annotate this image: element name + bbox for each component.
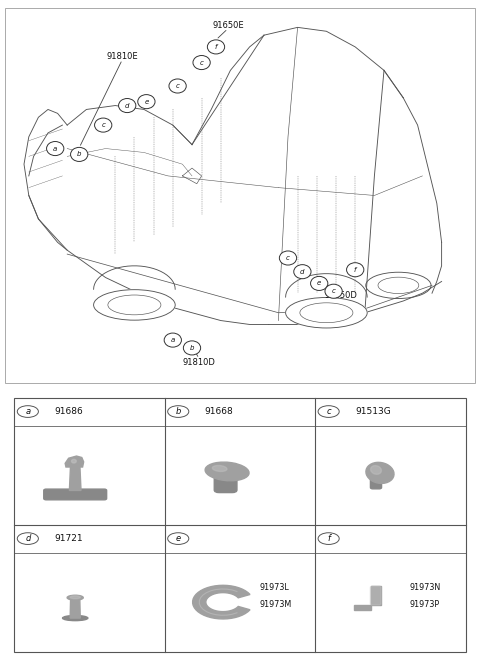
Text: c: c	[200, 60, 204, 66]
Polygon shape	[70, 467, 81, 490]
Text: d: d	[125, 102, 130, 108]
Text: a: a	[53, 146, 57, 152]
Text: 91810E: 91810E	[107, 52, 138, 61]
Circle shape	[347, 263, 364, 277]
Circle shape	[279, 251, 297, 265]
Text: c: c	[326, 407, 331, 416]
Circle shape	[294, 265, 311, 279]
Circle shape	[325, 284, 342, 298]
Circle shape	[47, 141, 64, 156]
Circle shape	[17, 533, 38, 545]
Text: 91686: 91686	[54, 407, 83, 416]
Text: a: a	[25, 407, 30, 416]
Polygon shape	[192, 585, 250, 619]
Text: 91650D: 91650D	[324, 290, 357, 300]
Text: b: b	[77, 151, 82, 158]
Ellipse shape	[286, 298, 367, 328]
Polygon shape	[371, 586, 381, 605]
Ellipse shape	[366, 463, 394, 484]
Text: d: d	[300, 269, 305, 275]
Text: f: f	[215, 44, 217, 50]
Polygon shape	[354, 605, 371, 610]
Circle shape	[71, 147, 88, 162]
Text: d: d	[25, 534, 31, 543]
Ellipse shape	[371, 466, 382, 474]
Text: 91973N: 91973N	[409, 583, 441, 592]
Ellipse shape	[94, 290, 175, 320]
Text: c: c	[286, 255, 290, 261]
Text: c: c	[176, 83, 180, 89]
Text: a: a	[171, 337, 175, 343]
Circle shape	[17, 405, 38, 417]
Circle shape	[138, 95, 155, 108]
Circle shape	[318, 405, 339, 417]
FancyBboxPatch shape	[371, 478, 382, 489]
Circle shape	[95, 118, 112, 132]
Ellipse shape	[70, 596, 80, 599]
Text: c: c	[101, 122, 105, 128]
Text: 91650E: 91650E	[212, 21, 244, 30]
Circle shape	[168, 405, 189, 417]
Text: e: e	[144, 99, 148, 104]
FancyBboxPatch shape	[5, 8, 475, 383]
FancyBboxPatch shape	[371, 586, 381, 605]
Text: 91973M: 91973M	[259, 600, 291, 609]
Text: 91973P: 91973P	[409, 600, 440, 609]
Text: f: f	[327, 534, 330, 543]
Text: 91513G: 91513G	[355, 407, 391, 416]
Circle shape	[193, 55, 210, 70]
Polygon shape	[65, 456, 84, 467]
Text: 91810D: 91810D	[183, 358, 216, 367]
Ellipse shape	[212, 466, 227, 472]
Text: b: b	[190, 345, 194, 351]
Text: 91973L: 91973L	[259, 583, 289, 592]
Circle shape	[183, 341, 201, 355]
Circle shape	[311, 277, 328, 290]
Text: e: e	[176, 534, 181, 543]
Circle shape	[119, 99, 136, 112]
Circle shape	[164, 333, 181, 347]
FancyBboxPatch shape	[44, 489, 107, 500]
Ellipse shape	[67, 595, 83, 600]
Circle shape	[169, 79, 186, 93]
Text: 91721: 91721	[54, 534, 83, 543]
Circle shape	[168, 533, 189, 545]
Circle shape	[318, 533, 339, 545]
Circle shape	[207, 40, 225, 54]
Text: c: c	[332, 288, 336, 294]
Text: 91668: 91668	[204, 407, 233, 416]
Ellipse shape	[62, 616, 88, 621]
Ellipse shape	[205, 462, 249, 481]
FancyBboxPatch shape	[214, 475, 237, 493]
Ellipse shape	[72, 459, 76, 463]
Text: e: e	[317, 281, 321, 286]
Text: b: b	[176, 407, 181, 416]
Text: f: f	[354, 267, 357, 273]
Polygon shape	[70, 599, 80, 618]
